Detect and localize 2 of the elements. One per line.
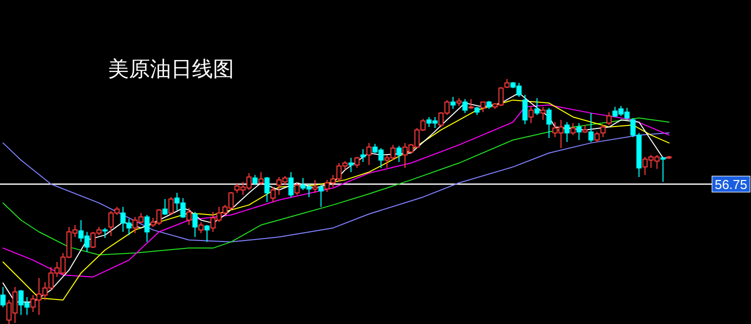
chart-title: 美原油日线图: [108, 58, 234, 81]
text: 56.75: [714, 177, 748, 192]
